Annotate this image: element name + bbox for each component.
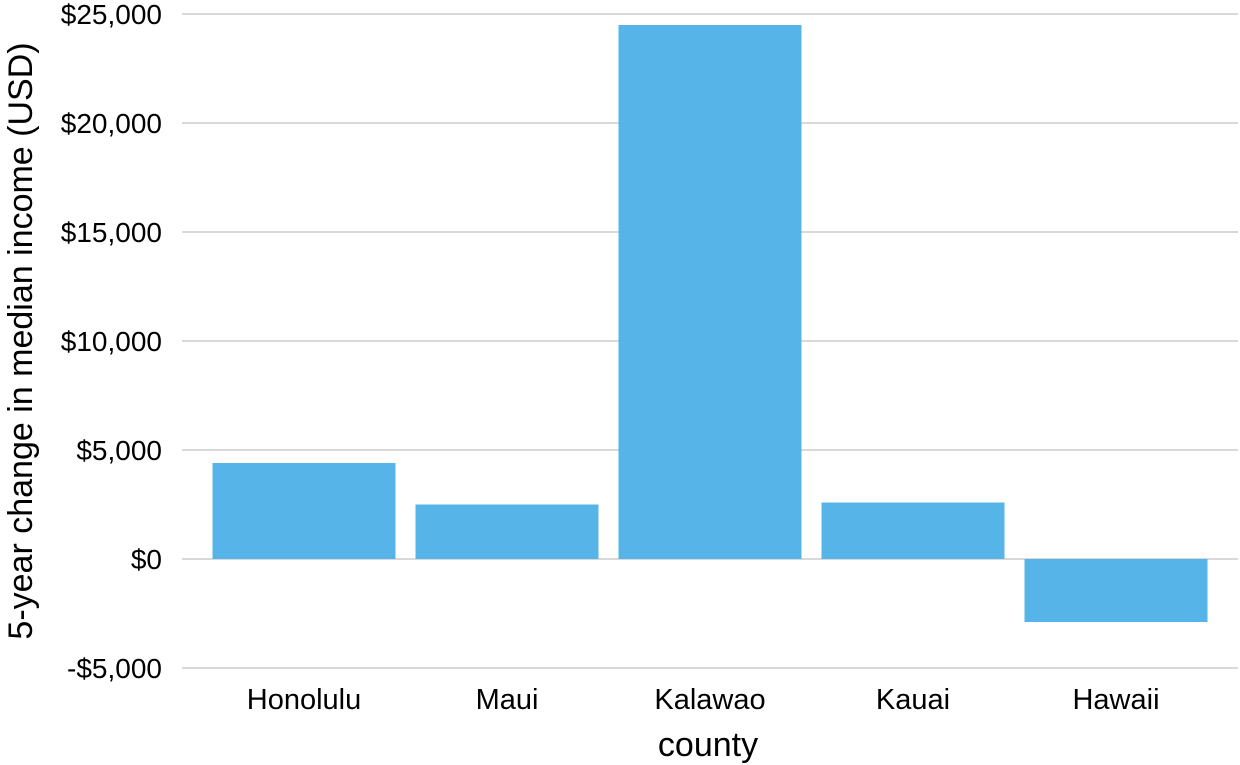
- bar-kalawao: [618, 24, 802, 559]
- x-axis-title: county: [658, 726, 758, 764]
- y-tick-label: $25,000: [61, 0, 162, 30]
- x-tick-label-hawaii: Hawaii: [1072, 684, 1159, 716]
- y-tick-labels: -$5,000 $0 $5,000 $10,000 $15,000 $20,000 $25,…: [61, 0, 162, 684]
- bars: [212, 24, 1208, 623]
- bar-hawaii: [1024, 559, 1208, 623]
- x-tick-label-kalawao: Kalawao: [654, 684, 765, 716]
- y-axis-title: 5-year change in median income (USD): [2, 42, 40, 639]
- bar-honolulu: [212, 463, 396, 559]
- y-tick-label: $0: [131, 544, 162, 575]
- bar-kauai: [821, 502, 1005, 559]
- y-tick-label: -$5,000: [67, 653, 162, 684]
- x-tick-label-kauai: Kauai: [876, 684, 950, 716]
- y-tick-label: $10,000: [61, 326, 162, 357]
- y-tick-label: $20,000: [61, 108, 162, 139]
- y-tick-label: $5,000: [76, 435, 162, 466]
- x-tick-label-honolulu: Honolulu: [247, 684, 361, 716]
- bar-maui: [415, 504, 599, 559]
- x-tick-labels: Honolulu Maui Kalawao Kauai Hawaii: [247, 684, 1160, 716]
- x-tick-label-maui: Maui: [476, 684, 539, 716]
- y-tick-label: $15,000: [61, 217, 162, 248]
